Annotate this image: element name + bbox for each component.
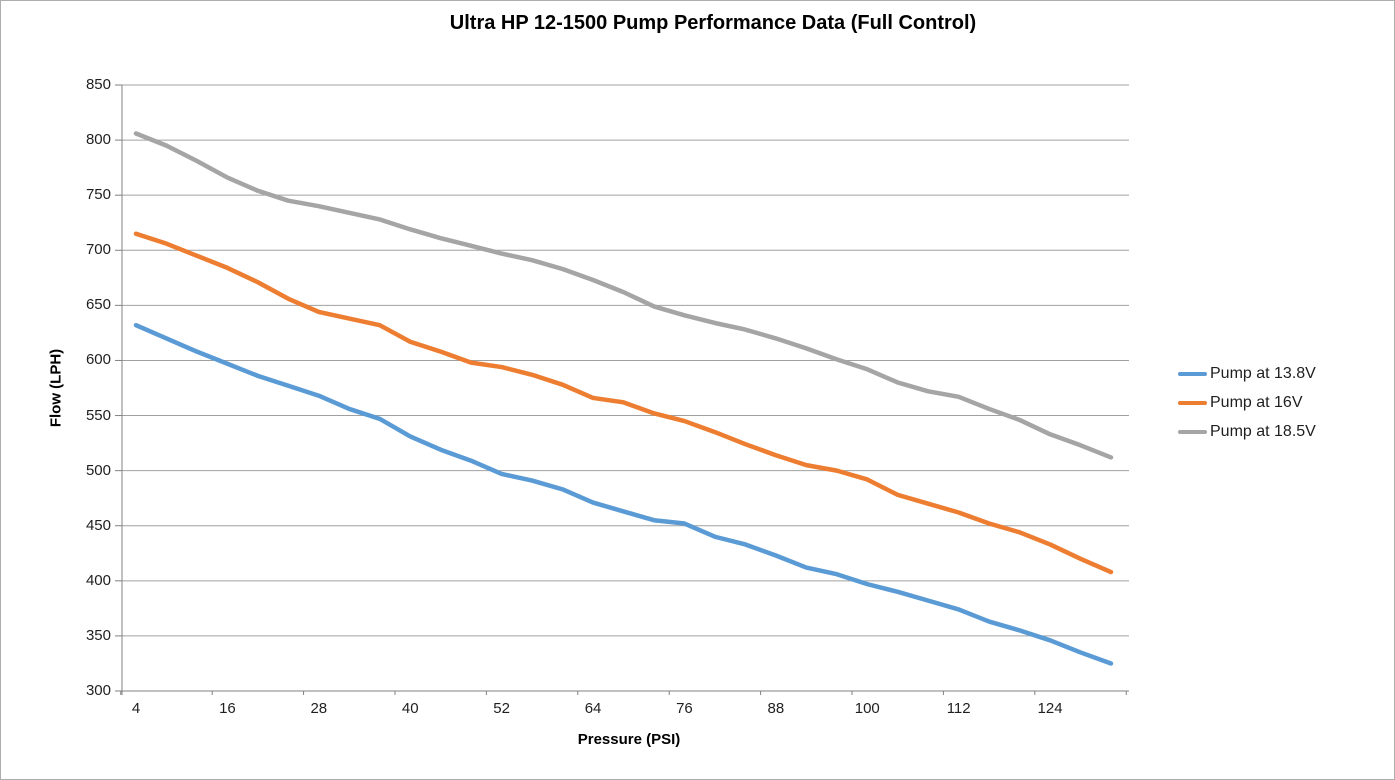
x-tick-label: 100 [854, 700, 880, 717]
y-tick-label: 300 [85, 682, 111, 699]
y-tick-label: 700 [85, 241, 111, 259]
legend-item: Pump at 18.5V [1178, 422, 1316, 442]
legend-item: Pump at 13.8V [1178, 364, 1316, 384]
x-tick-label: 88 [767, 700, 785, 717]
series-line-pump-at-18.5v [133, 131, 1114, 460]
series-line-pump-at-13.8v [133, 322, 1114, 666]
y-tick-label: 600 [85, 351, 111, 369]
x-tick-label: 4 [131, 700, 141, 717]
x-axis-title: Pressure (PSI) [577, 731, 681, 748]
series-line-pump-at-16v [133, 231, 1114, 575]
x-tick-label: 112 [946, 700, 971, 717]
x-tick-label: 28 [310, 700, 328, 717]
axis-lines [121, 85, 1129, 695]
y-tick-label: 550 [85, 406, 111, 424]
y-tick-label: 400 [85, 571, 111, 589]
legend-item: Pump at 16V [1178, 393, 1303, 413]
y-tick-label: 450 [85, 516, 111, 534]
legend-line-swatch [1178, 371, 1207, 377]
x-tick-label: 16 [219, 700, 236, 717]
gridlines [122, 84, 1129, 637]
legend-label: Pump at 16V [1210, 394, 1303, 411]
chart-title: Ultra HP 12-1500 Pump Performance Data (… [449, 12, 977, 34]
x-tick-label: 40 [401, 700, 419, 717]
legend-line-swatch [1178, 429, 1207, 435]
y-tick-label: 800 [85, 131, 111, 149]
x-tick-label: 124 [1037, 700, 1063, 717]
series-lines [133, 131, 1114, 666]
x-tick-label: 64 [584, 700, 602, 717]
y-tick-label: 850 [85, 76, 111, 93]
legend-line-swatch [1178, 400, 1207, 406]
x-tick-label: 76 [676, 700, 693, 717]
legend-label: Pump at 13.8V [1210, 365, 1316, 382]
y-tick-label: 750 [85, 186, 111, 204]
legend-label: Pump at 18.5V [1210, 423, 1316, 440]
x-tick-label: 52 [493, 700, 510, 717]
y-axis-title: Flow (LPH) [47, 348, 65, 428]
y-tick-label: 650 [85, 296, 111, 314]
y-tick-label: 500 [85, 461, 111, 479]
y-tick-label: 350 [85, 626, 111, 644]
tick-marks [115, 84, 1127, 695]
